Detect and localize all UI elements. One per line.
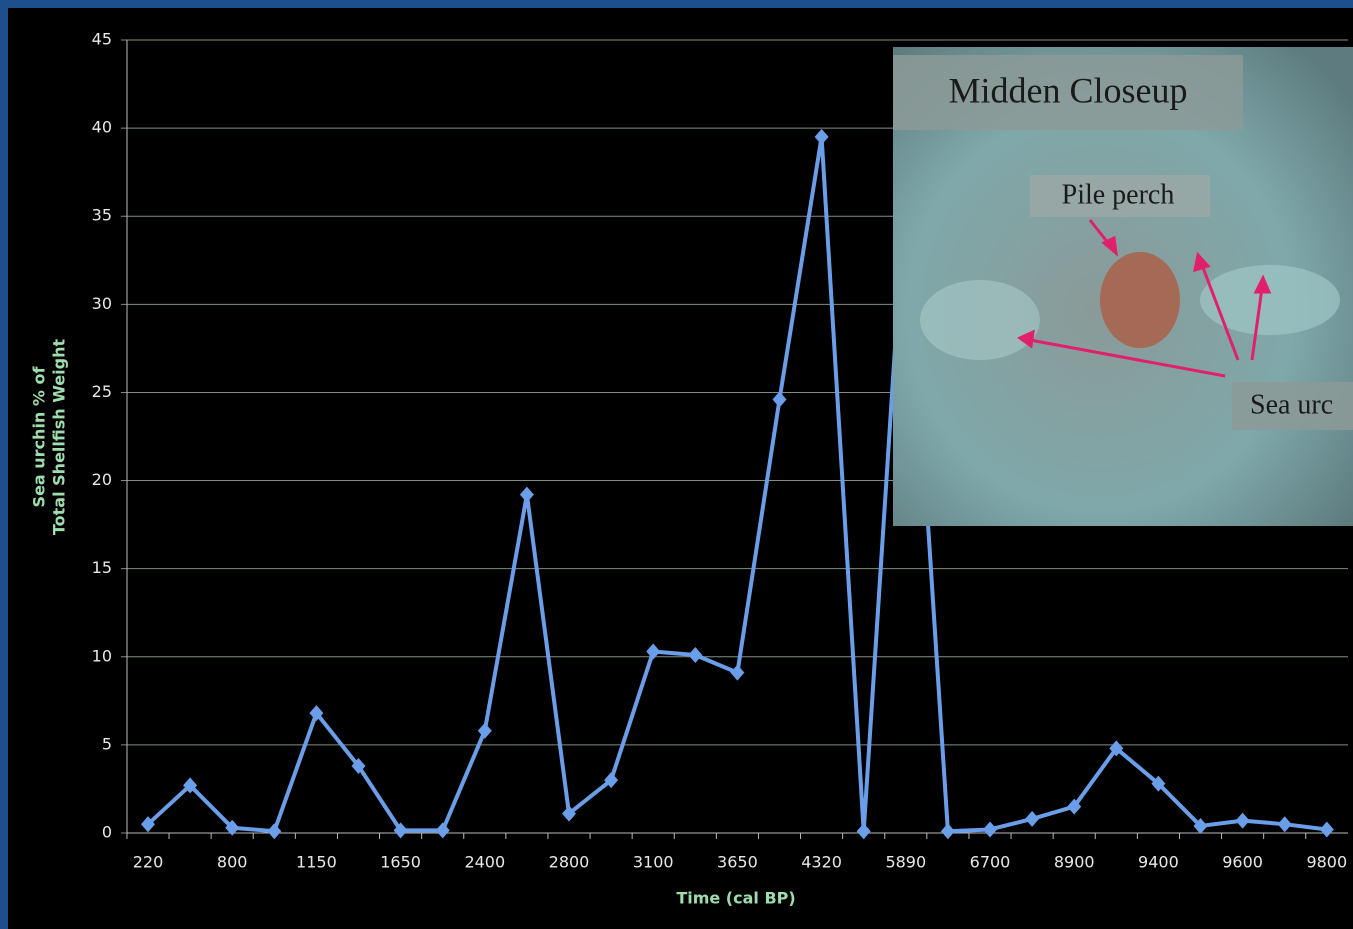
y-tick-label: 35 bbox=[92, 206, 112, 225]
photo-title: Midden Closeup bbox=[949, 70, 1188, 110]
x-tick-label: 800 bbox=[217, 853, 248, 872]
x-tick-label: 3100 bbox=[633, 853, 674, 872]
data-marker bbox=[1067, 798, 1082, 815]
data-marker bbox=[1025, 810, 1040, 827]
data-marker bbox=[646, 643, 661, 660]
data-marker bbox=[983, 821, 997, 838]
data-marker bbox=[940, 823, 955, 840]
photo-shell bbox=[1200, 265, 1340, 335]
x-tick-label: 9600 bbox=[1222, 853, 1263, 872]
data-marker bbox=[1277, 816, 1292, 833]
x-tick-label: 9800 bbox=[1306, 853, 1347, 872]
y-tick-label: 20 bbox=[92, 470, 112, 489]
data-marker bbox=[1109, 740, 1124, 757]
photo: Midden Closeup Pile perch Sea urc bbox=[893, 47, 1353, 526]
photo-shell bbox=[920, 280, 1040, 360]
data-marker bbox=[141, 816, 155, 833]
data-marker bbox=[225, 819, 240, 836]
data-marker bbox=[1319, 821, 1334, 838]
data-marker bbox=[1193, 817, 1208, 834]
y-axis-title-line: Sea urchin % of bbox=[30, 366, 49, 508]
x-tick-label: 6700 bbox=[970, 853, 1011, 872]
plot-area: 0 5 10 15 20 25 30 35 40 45 220 800 1150 1650 2400 2800… bbox=[92, 30, 1348, 872]
x-tick-label: 8900 bbox=[1054, 853, 1095, 872]
data-marker bbox=[772, 391, 787, 408]
y-tick-label: 45 bbox=[92, 30, 112, 49]
y-axis-title-line: Total Shellfish Weight bbox=[50, 339, 69, 536]
data-marker bbox=[1235, 812, 1250, 829]
photo-shell bbox=[1100, 252, 1180, 348]
y-tick-label: 30 bbox=[92, 294, 112, 313]
y-tick-label: 0 bbox=[102, 823, 112, 842]
photo-title-box bbox=[893, 55, 1243, 130]
data-marker bbox=[183, 777, 198, 794]
y-tick-label: 5 bbox=[102, 734, 112, 753]
photo-label-box bbox=[1232, 382, 1353, 430]
data-marker bbox=[309, 705, 324, 722]
x-tick-label: 9400 bbox=[1138, 853, 1179, 872]
photo-label: Sea urc bbox=[1250, 389, 1333, 420]
photo-label-box bbox=[1030, 175, 1210, 217]
x-axis-title: Time (cal BP) bbox=[676, 889, 795, 908]
data-marker bbox=[351, 758, 366, 775]
data-marker bbox=[435, 822, 450, 839]
data-marker bbox=[856, 823, 871, 840]
data-marker bbox=[730, 664, 745, 681]
y-tick-label: 10 bbox=[92, 646, 112, 665]
photo-arrows bbox=[1017, 219, 1272, 378]
data-marker bbox=[519, 486, 534, 503]
data-marker bbox=[393, 822, 408, 839]
data-marker bbox=[604, 772, 619, 789]
data-marker bbox=[267, 823, 282, 840]
photo-label: Pile perch bbox=[1062, 179, 1175, 210]
data-marker bbox=[814, 128, 829, 145]
x-tick-label: 2400 bbox=[464, 853, 505, 872]
x-tick-label: 4320 bbox=[801, 853, 842, 872]
x-tick-label: 1650 bbox=[380, 853, 421, 872]
y-axis-title: Sea urchin % of Total Shellfish Weight bbox=[30, 339, 69, 536]
x-tick-label: 3650 bbox=[717, 853, 758, 872]
y-tick-label: 25 bbox=[92, 382, 112, 401]
x-tick-label: 5890 bbox=[885, 853, 926, 872]
data-marker bbox=[688, 647, 703, 664]
x-tick-label: 220 bbox=[133, 853, 164, 872]
x-tick-label: 2800 bbox=[549, 853, 590, 872]
data-marker bbox=[562, 805, 576, 822]
x-tick-label: 1150 bbox=[296, 853, 337, 872]
y-tick-label: 40 bbox=[92, 118, 112, 137]
data-marker bbox=[1151, 775, 1166, 792]
data-marker bbox=[477, 722, 492, 739]
y-tick-label: 15 bbox=[92, 558, 112, 577]
